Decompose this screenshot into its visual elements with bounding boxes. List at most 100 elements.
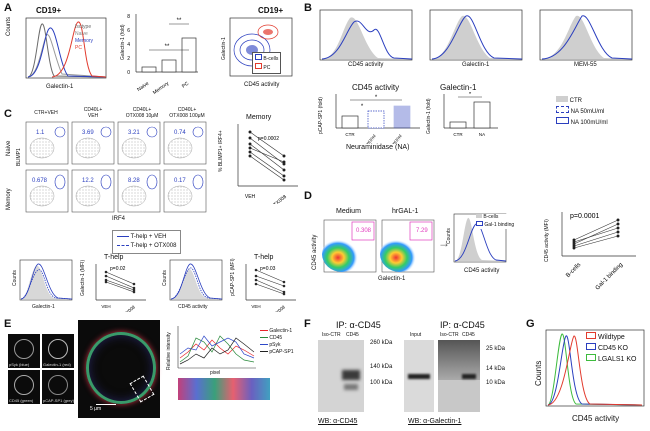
svg-text:Gal-1 binding: Gal-1 binding (595, 262, 624, 291)
panel-a-contour-ylabel: Galectin-1 (221, 37, 227, 60)
panel-a-contour-legend: B-cells PC (252, 52, 282, 74)
flow-memory-1 (25, 169, 69, 213)
lane-label-input: Input (410, 332, 422, 338)
panel-c-thelp-title-1: T-help (104, 254, 124, 261)
panel-c-thelp-chart-1: p=0.02 VEH OTX008 (95, 264, 146, 312)
panel-b-bar1-title: CD45 activity (352, 83, 400, 92)
legend-pc: PC (75, 45, 82, 51)
svg-text:0.74: 0.74 (174, 130, 186, 136)
flow-naive-2 (71, 121, 115, 165)
panel-d-hist-ylabel: Counts (446, 228, 452, 244)
svg-text:p=0.02: p=0.02 (110, 266, 126, 272)
svg-text:OTX008: OTX008 (120, 304, 136, 312)
svg-text:3.69: 3.69 (82, 130, 94, 136)
marker-25: 25 kDa (486, 346, 506, 352)
legend-memory: Memory (75, 38, 94, 44)
panel-e-profile-xlabel: pixel (210, 370, 221, 376)
panel-c-col-title-1: CTR+VEH (34, 110, 58, 116)
panel-c-thelp-chart-2: p=0.03 VEH OTX008 (245, 264, 296, 312)
svg-text:0: 0 (127, 70, 130, 76)
svg-text:4: 4 (127, 42, 130, 48)
panel-c-ylabel: BLIMP1 (16, 148, 22, 166)
svg-text:50 mU/ml: 50 mU/ml (361, 133, 377, 144)
panel-b-bar1-chart: * * CTR 50 mU/ml 100 mU/ml (335, 94, 420, 144)
lane-label-iso-2: Iso-CTR (440, 332, 459, 338)
svg-text:Naive: Naive (136, 81, 150, 93)
bar-pc (181, 37, 197, 73)
panel-f-ip-title-1: IP: α-CD45 (336, 320, 381, 330)
panel-b-bar2-ylabel: Galectin-1 (fold) (426, 98, 432, 134)
marker-260: 260 kDa (370, 340, 393, 346)
panel-c-col-title-3: CD40L+ OTX008 10μM (125, 107, 159, 119)
panel-d-paired-chart: p=0.0001 B-cells Gal-1 binding (561, 212, 636, 291)
panel-b-bar1-ylabel: pCAP-SP1 (fold) (318, 97, 324, 134)
panel-a-hist-xlabel: Galectin-1 (46, 84, 74, 90)
panel-f-wb-2: WB: α-Galectin-1 (408, 418, 462, 425)
lane-label-cd45-2: CD45 (462, 332, 475, 338)
svg-text:8: 8 (127, 14, 130, 20)
svg-text:8.28: 8.28 (128, 178, 140, 184)
panel-d-label: D (304, 190, 312, 202)
merged-image: 5 μm (78, 320, 160, 418)
panel-c-memory-ylabel: % BLIMP1+ IRF4+ (218, 130, 224, 172)
svg-text:CTR: CTR (453, 132, 463, 137)
svg-text:OTX008: OTX008 (270, 194, 288, 204)
panel-g-legend: Wildtype CD45 KO LGALS1 KO (586, 332, 636, 365)
svg-text:100 mU/ml: 100 mU/ml (385, 133, 403, 144)
svg-text:OTX008: OTX008 (270, 304, 286, 312)
panel-c-hist-xlabel-2: CD45 activity (178, 304, 208, 310)
panel-d-title-1: Medium (336, 208, 361, 215)
panel-c-hist-ylabel-2: Counts (162, 270, 168, 286)
svg-text:0.678: 0.678 (32, 178, 48, 184)
panel-c-thelp-ylabel-2: pCAP-SP1 (MFI) (230, 258, 236, 296)
marker-10: 10 kDa (486, 380, 506, 386)
svg-text:0.308: 0.308 (356, 228, 372, 234)
tile-psyk: pSyk (blue) (8, 334, 40, 368)
flow-memory-2 (71, 169, 115, 213)
marker-14: 14 kDa (486, 366, 506, 372)
flow-naive-4 (163, 121, 207, 165)
panel-a-bar-chart: 0 2 4 6 8 ** ** Naive Memory PC (127, 14, 198, 96)
panel-c-flow-grid: 1.1 3.69 3.21 0.74 0.678 12.2 8.28 0.17 (25, 121, 207, 213)
tile-cd45: CD45 (green) (8, 370, 40, 404)
panel-c-hist-xlabel-1: Galectin-1 (32, 304, 55, 310)
svg-text:*: * (361, 104, 364, 110)
lane-label-cd45-1: CD45 (346, 332, 359, 338)
svg-text:VEH: VEH (245, 194, 256, 200)
panel-c-thelp-title-2: T-help (254, 254, 274, 261)
panel-a-hist-title: CD19+ (36, 6, 62, 15)
panel-a-contour-title: CD19+ (258, 6, 284, 15)
svg-text:p=0.03: p=0.03 (260, 266, 276, 272)
panel-b-xlabel-3: MEM-55 (574, 62, 597, 68)
lane-label-iso-1: Iso-CTR (322, 332, 341, 338)
scale-bar-label: 5 μm (90, 406, 102, 412)
panel-d-ylabel: CD45 activity (312, 234, 318, 270)
panel-a-contour-xlabel: CD45 activity (244, 82, 280, 88)
svg-text:VEH: VEH (251, 304, 260, 309)
panel-c-row-naive: Naive (6, 140, 12, 156)
panel-e-profile-ylabel: Relative intensity (166, 332, 172, 370)
marker-140: 140 kDa (370, 364, 393, 370)
blot-2-input (404, 340, 434, 412)
flow-naive-3 (117, 121, 161, 165)
panel-a-label: A (4, 2, 12, 14)
line-scan-strip (178, 378, 270, 400)
svg-text:**: ** (165, 44, 170, 50)
panel-c-label: C (4, 108, 12, 120)
panel-c-col-title-2: CD40L+ VEH (83, 107, 103, 119)
flow-memory-3 (117, 169, 161, 213)
panel-b-bar1-xlabel: Neuraminidase (NA) (346, 144, 410, 151)
blot-1 (318, 340, 364, 412)
arrow-icon: → (438, 236, 450, 250)
panel-c-xlabel: IRF4 (112, 216, 126, 222)
panel-d-xlabel: Galectin-1 (378, 276, 406, 282)
panel-g-xlabel: CD45 activity (572, 414, 620, 423)
panel-e-profile-chart (177, 326, 256, 369)
panel-b-xlabel-2: Galectin-1 (462, 62, 490, 68)
tile-pcap: pCAP-SP1 (grey) (42, 370, 74, 404)
svg-text:NA: NA (479, 132, 485, 137)
bar-naive (141, 66, 157, 73)
panel-f-label: F (304, 318, 311, 330)
svg-text:p=0.0002: p=0.0002 (258, 136, 279, 142)
svg-text:7.29: 7.29 (416, 228, 428, 234)
